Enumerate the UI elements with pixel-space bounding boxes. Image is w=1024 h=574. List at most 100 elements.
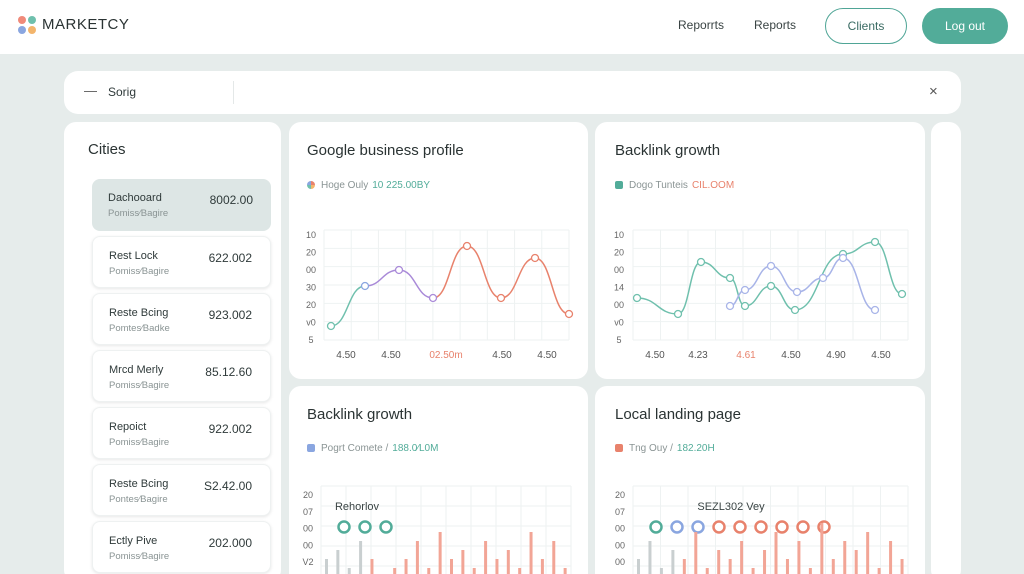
bar — [774, 532, 778, 574]
legend-marker — [358, 520, 372, 534]
data-point — [766, 281, 776, 291]
city-item[interactable]: Repoict Pomiss∕Bagire 922.002 — [92, 407, 271, 459]
card-title: Google business profile — [307, 142, 464, 159]
legend-marker — [379, 520, 393, 534]
bar — [705, 568, 709, 574]
cities-title: Cities — [88, 141, 126, 158]
city-item[interactable]: Mrcd Merly Pomiss∕Bagire 85.12.60 — [92, 350, 271, 402]
legend-marker — [691, 520, 705, 534]
clients-button[interactable]: Clients — [825, 8, 907, 44]
legend-value: 10 225.00BY — [372, 180, 431, 191]
card-title: Local landing page — [615, 406, 741, 423]
bar — [540, 559, 544, 574]
card-legend: Tng Ouy /182.20H — [615, 443, 715, 454]
series-line — [466, 245, 502, 299]
bar — [450, 559, 453, 574]
city-item[interactable]: Rest Lock Pomiss∕Bagire 622.002 — [92, 236, 271, 288]
data-point — [394, 265, 404, 275]
city-item[interactable]: Ectly Pive Pomiss∕Bagire 202.000 — [92, 521, 271, 573]
x-tick-label: 4.50 — [492, 350, 512, 361]
y-tick-label: 00 — [615, 540, 625, 550]
city-value: 923.002 — [208, 308, 252, 322]
series-line — [364, 269, 400, 287]
y-tick-label: 00 — [615, 524, 625, 534]
nav-link-reports[interactable]: Reports — [754, 18, 797, 32]
bar — [359, 541, 363, 574]
data-point — [462, 241, 472, 251]
green-bar-icon — [615, 181, 623, 189]
city-value: 622.002 — [208, 251, 252, 265]
city-name: Dachooard — [108, 192, 162, 204]
blue-square-icon — [307, 444, 315, 452]
bar — [438, 532, 442, 574]
bar — [347, 568, 351, 574]
bar-chart: 20 07 00 00 V2 Rehorlov — [302, 485, 572, 574]
search-bar[interactable]: — Sorig × — [64, 71, 961, 114]
city-sub: Pomiss∕Bagire — [109, 551, 170, 562]
data-point — [326, 321, 336, 331]
bar — [552, 541, 556, 574]
close-icon[interactable]: × — [929, 83, 938, 100]
brand-name: MARKETCY — [42, 16, 130, 33]
data-point — [838, 253, 848, 263]
y-tick-label: 5 — [308, 335, 313, 345]
logout-button[interactable]: Log out — [922, 8, 1008, 44]
side-panel-stub — [931, 122, 961, 574]
divider — [233, 81, 234, 104]
data-point — [740, 301, 750, 311]
y-tick-label: 20 — [306, 300, 316, 310]
y-tick-label: 10 — [306, 230, 316, 240]
legend-value: CIL.OOM — [691, 180, 735, 191]
city-item[interactable]: Reste Bcing Pomtes∕Badke 923.002 — [92, 293, 271, 345]
y-tick-label: 00 — [615, 557, 625, 567]
city-value: 922.002 — [208, 422, 252, 436]
y-tick-label: 20 — [615, 490, 625, 500]
bar — [393, 568, 397, 574]
y-tick-label: 5 — [616, 335, 621, 345]
data-point — [725, 301, 735, 311]
y-tick-label: 00 — [306, 265, 316, 275]
legend-marker — [817, 520, 831, 534]
bar — [820, 523, 824, 574]
bar — [728, 559, 732, 574]
bar — [648, 541, 652, 574]
city-item[interactable]: Reste Bcing Pontes∕Bagire S2.42.00 — [92, 464, 271, 516]
city-sub: Pontes∕Bagire — [109, 494, 168, 505]
bar — [900, 559, 904, 574]
series-line — [398, 269, 434, 299]
y-tick-label: 07 — [303, 507, 313, 517]
search-input[interactable]: Sorig — [108, 85, 137, 99]
data-point — [740, 285, 750, 295]
x-tick-label: 4.50 — [336, 350, 356, 361]
nav-link-reporrts[interactable]: Reporrts — [678, 18, 725, 32]
legend-marker — [670, 520, 684, 534]
data-point — [897, 289, 907, 299]
city-value: 85.12.60 — [205, 365, 252, 379]
minus-icon[interactable]: — — [84, 83, 97, 98]
city-sub: Pomiss∕Bagire — [109, 266, 170, 277]
city-name: Reste Bcing — [109, 478, 169, 490]
x-tick-label: 02.50m — [429, 350, 462, 361]
bar — [518, 568, 522, 574]
bar — [785, 559, 789, 574]
bar — [637, 559, 640, 574]
bar-chart: 2007000000V2SEZL302 Vey — [615, 485, 909, 574]
y-tick-label: 10 — [614, 230, 624, 240]
city-item[interactable]: Dachooard Pomiss∕Bagire 8002.00 — [92, 179, 271, 231]
line-chart: 10 20 00 30 20 v0 5 4.50 4.50 02.50m 4.50 4.50 — [306, 229, 574, 361]
series-line — [432, 245, 468, 299]
data-point — [870, 305, 880, 315]
data-point — [766, 261, 776, 271]
top-bar: MARKETCY Reporrts Reports Clients Log ou… — [0, 0, 1024, 54]
cities-panel: Cities Dachooard Pomiss∕Bagire 8002.00 Rest… — [64, 122, 281, 574]
x-tick-label: 4.61 — [736, 350, 756, 361]
backlink-growth-bars-card: Backlink growth Pogrt Comete /188.0∕L0M … — [289, 386, 588, 574]
city-name: Ectly Pive — [109, 535, 158, 547]
data-point — [360, 281, 370, 291]
y-tick-label: 20 — [614, 248, 624, 258]
y-tick-label: v0 — [614, 318, 624, 328]
x-tick-label: 4.50 — [645, 350, 665, 361]
x-tick-label: 4.50 — [871, 350, 891, 361]
data-point — [696, 257, 706, 267]
app-logo-icon[interactable] — [18, 16, 36, 34]
